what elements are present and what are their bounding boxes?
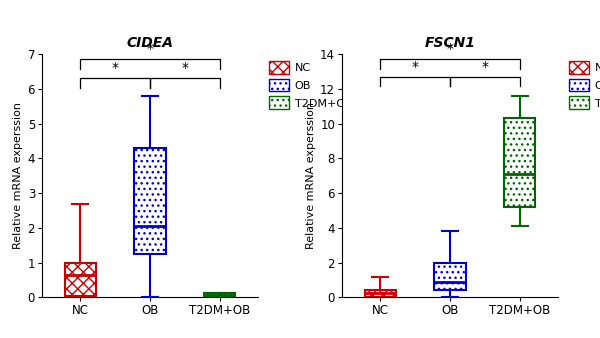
Y-axis label: Relative mRNA experssion: Relative mRNA experssion xyxy=(306,102,316,249)
Text: *: * xyxy=(112,62,119,75)
Text: *: * xyxy=(412,60,419,74)
Legend: NC, OB, T2DM+OB: NC, OB, T2DM+OB xyxy=(568,59,600,111)
Text: *: * xyxy=(481,60,488,74)
Text: *: * xyxy=(181,62,188,75)
Bar xyxy=(365,290,396,297)
Text: *: * xyxy=(446,42,454,56)
Bar xyxy=(134,148,166,254)
Title: FSCN1: FSCN1 xyxy=(425,36,475,50)
Y-axis label: Relative mRNA experssion: Relative mRNA experssion xyxy=(13,102,23,249)
Text: *: * xyxy=(146,42,154,56)
Bar xyxy=(204,293,235,297)
Bar xyxy=(434,263,466,290)
Legend: NC, OB, T2DM+OB: NC, OB, T2DM+OB xyxy=(268,59,353,111)
Title: CIDEA: CIDEA xyxy=(127,36,173,50)
Bar xyxy=(65,263,96,296)
Bar xyxy=(504,118,535,207)
